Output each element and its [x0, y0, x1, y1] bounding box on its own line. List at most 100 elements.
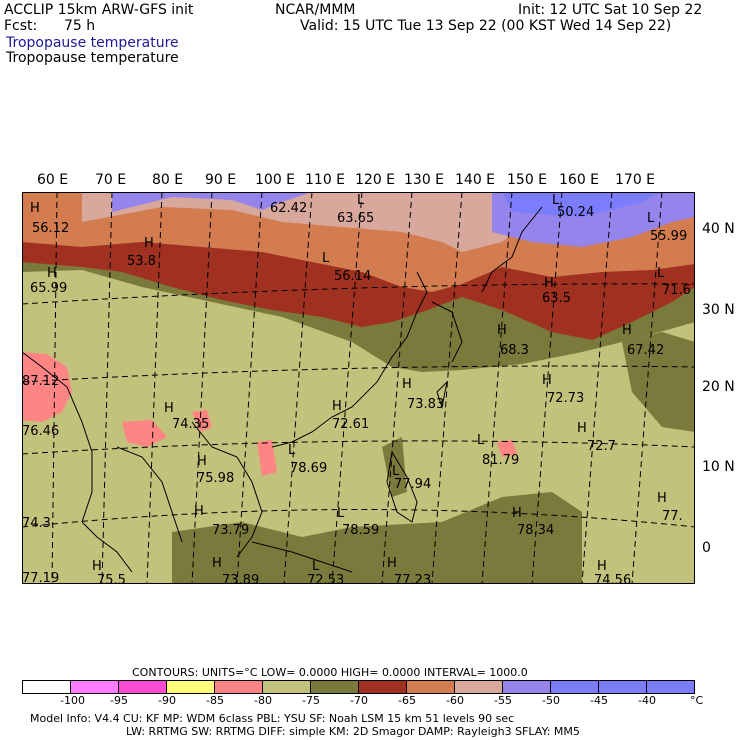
high-marker: H — [164, 401, 174, 416]
extremum-value: 81.79 — [482, 453, 519, 468]
field-title-secondary: Tropopause temperature — [6, 50, 179, 66]
lat-label: 20 N — [702, 379, 735, 395]
legend-swatch — [215, 681, 263, 693]
low-marker: L — [552, 193, 560, 208]
color-legend — [22, 680, 695, 694]
high-marker: H — [47, 266, 57, 281]
high-marker: H — [212, 556, 222, 571]
legend-swatch — [263, 681, 311, 693]
legend-swatch — [71, 681, 119, 693]
lat-label: 40 N — [702, 221, 735, 237]
legend-tick: -75 — [302, 694, 320, 707]
extremum-value: 77. — [662, 509, 683, 524]
olive-patch-luzon — [382, 437, 407, 497]
low-marker: L — [337, 506, 345, 521]
high-marker: H — [92, 559, 102, 574]
high-marker: H — [597, 559, 607, 574]
graticule — [22, 192, 695, 584]
extremum-value: 50.24 — [557, 205, 594, 220]
lon-label: 140 E — [455, 172, 496, 188]
legend-tick: -40 — [638, 694, 656, 707]
contours-info: CONTOURS: UNITS=°C LOW= 0.0000 HIGH= 0.0… — [132, 666, 528, 679]
lon-label: 160 E — [559, 172, 600, 188]
olive-patch-south — [172, 492, 582, 584]
high-marker: H — [387, 556, 397, 571]
lon-label: 120 E — [355, 172, 396, 188]
legend-swatch — [359, 681, 407, 693]
lon-label: 150 E — [507, 172, 548, 188]
lon-label: 90 E — [205, 172, 237, 188]
coastlines — [22, 206, 543, 573]
lat-label: 30 N — [702, 302, 735, 318]
band-blue — [502, 192, 662, 217]
lon-label: 100 E — [255, 172, 296, 188]
legend-tick: -85 — [206, 694, 224, 707]
legend-tick: -90 — [158, 694, 176, 707]
field-title-primary: Tropopause temperature — [6, 35, 179, 51]
legend-swatch — [167, 681, 215, 693]
legend-swatch — [647, 681, 694, 693]
lon-label: 60 E — [37, 172, 69, 188]
org-label: NCAR/MMM — [275, 2, 356, 18]
high-marker: H — [577, 421, 587, 436]
legend-tick: -70 — [350, 694, 368, 707]
low-marker: L — [288, 443, 296, 458]
extremum-value: 72.7 — [587, 439, 616, 454]
forecast-hour: 75 h — [64, 18, 96, 34]
high-marker: H — [544, 276, 554, 291]
band-tan — [82, 192, 542, 252]
extremum-value: 74.35 — [172, 417, 209, 432]
legend-tick: -50 — [542, 694, 560, 707]
cold-patch-pacific — [497, 440, 517, 457]
high-marker: H — [332, 399, 342, 414]
extremum-value: 74.3 — [22, 516, 51, 531]
tropopause-temperature-map: H 56.12 H 53.8 62.42 L 63.65 L 50.24 L 5… — [22, 192, 695, 584]
high-marker: H — [30, 201, 40, 216]
legend-swatch — [23, 681, 71, 693]
lon-label: 80 E — [152, 172, 184, 188]
extremum-value: 77.94 — [394, 477, 431, 492]
lon-label: 170 E — [615, 172, 656, 188]
map-frame — [22, 192, 695, 584]
olive-patch-east — [622, 332, 695, 432]
low-marker: L — [322, 251, 330, 266]
legend-tick: -65 — [398, 694, 416, 707]
lat-label: 10 N — [702, 459, 735, 475]
extremum-value: 65.99 — [30, 281, 67, 296]
legend-swatch — [551, 681, 599, 693]
legend-swatch — [455, 681, 503, 693]
extremum-value: 56.14 — [334, 269, 371, 284]
extremum-value: 56.12 — [32, 221, 69, 236]
extremum-value: 72.73 — [547, 391, 584, 406]
legend-tick: -55 — [494, 694, 512, 707]
high-marker: H — [194, 504, 204, 519]
low-marker: L — [477, 433, 485, 448]
model-title: ACCLIP 15km ARW-GFS init — [4, 2, 194, 18]
extremum-value: 71.6 — [662, 283, 691, 298]
extremum-value: 73.79 — [212, 523, 249, 538]
high-marker: H — [657, 491, 667, 506]
legend-swatch — [407, 681, 455, 693]
model-info-line2: LW: RRTMG SW: RRTMG DIFF: simple KM: 2D … — [126, 725, 580, 738]
extremum-value: 73.83 — [407, 397, 444, 412]
legend-tick: -95 — [110, 694, 128, 707]
legend-swatch — [599, 681, 647, 693]
high-marker: H — [512, 506, 522, 521]
forecast-label: Fcst: — [4, 18, 38, 34]
low-marker: L — [657, 266, 665, 281]
low-marker: L — [647, 211, 655, 226]
legend-swatch — [503, 681, 551, 693]
extremum-value: 53.8 — [127, 254, 156, 269]
extremum-value: 72.61 — [332, 417, 369, 432]
high-marker: H — [197, 454, 207, 469]
extremum-value: 72.53 — [307, 573, 344, 584]
extremum-value: 75.98 — [197, 471, 234, 486]
low-marker: L — [357, 193, 365, 208]
legend-tick: -60 — [446, 694, 464, 707]
high-marker: H — [542, 373, 552, 388]
extremum-value: 87.12 — [22, 374, 59, 389]
extremum-value: 77.23 — [394, 573, 431, 584]
cold-patch-india — [22, 352, 72, 422]
extremum-value: 67.42 — [627, 343, 664, 358]
extremum-value: 68.3 — [500, 343, 529, 358]
